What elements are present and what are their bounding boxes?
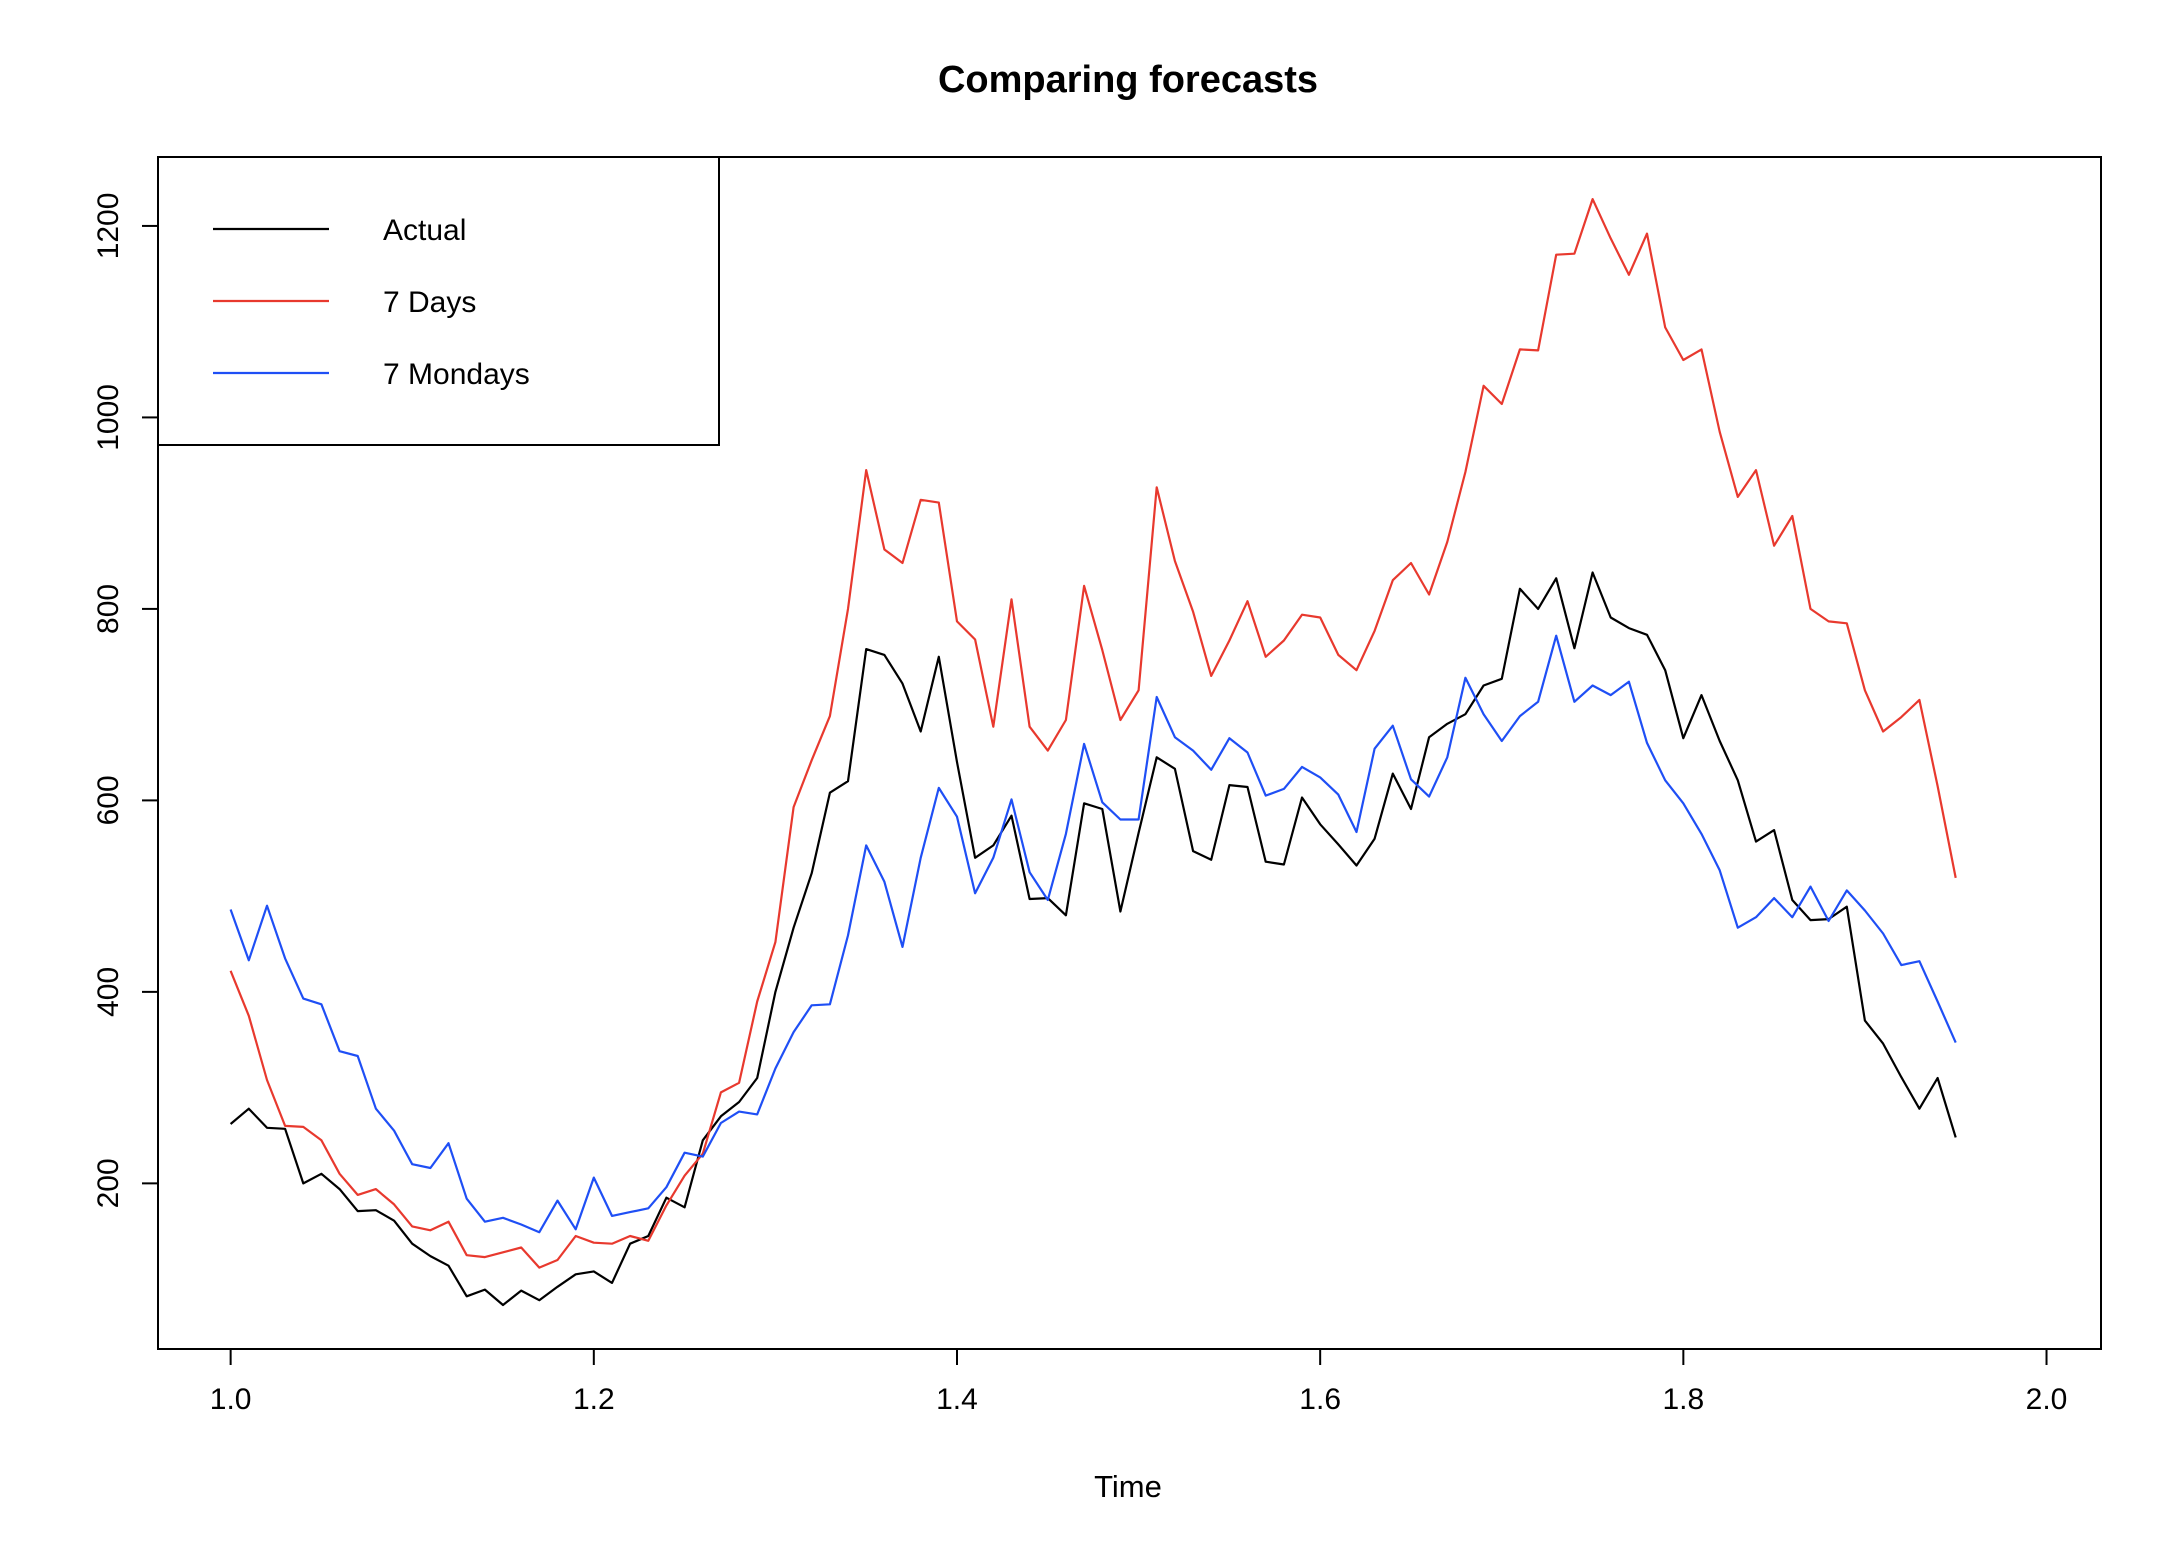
x-tick-label: 1.0: [210, 1383, 252, 1416]
y-tick-label: 1000: [92, 384, 125, 451]
series-line-7-mondays: [229, 634, 1957, 1234]
x-tick-label: 1.2: [573, 1383, 615, 1416]
series-line-7-days: [229, 198, 1957, 1269]
x-tick-label: 1.4: [936, 1383, 978, 1416]
x-axis-label: Time: [1094, 1469, 1162, 1504]
legend-label-7-mondays: 7 Mondays: [383, 358, 530, 391]
y-tick-label: 1200: [92, 193, 125, 260]
series-lines: [229, 198, 1957, 1307]
x-tick-label: 2.0: [2026, 1383, 2068, 1416]
y-tick-label: 800: [92, 584, 125, 634]
legend-label-actual: Actual: [383, 214, 466, 247]
x-tick-label: 1.8: [1662, 1383, 1704, 1416]
y-tick-label: 600: [92, 775, 125, 825]
series-line-actual: [229, 571, 1957, 1307]
x-axis: 1.0 1.2 1.4 1.6 1.8 2.0: [210, 1348, 2068, 1416]
chart-title: Comparing forecasts: [938, 59, 1318, 101]
x-tick-label: 1.6: [1299, 1383, 1341, 1416]
legend: Actual 7 Days 7 Mondays: [157, 156, 720, 446]
y-tick-label: 400: [92, 967, 125, 1017]
legend-label-7-days: 7 Days: [383, 286, 476, 319]
y-tick-label: 200: [92, 1158, 125, 1208]
